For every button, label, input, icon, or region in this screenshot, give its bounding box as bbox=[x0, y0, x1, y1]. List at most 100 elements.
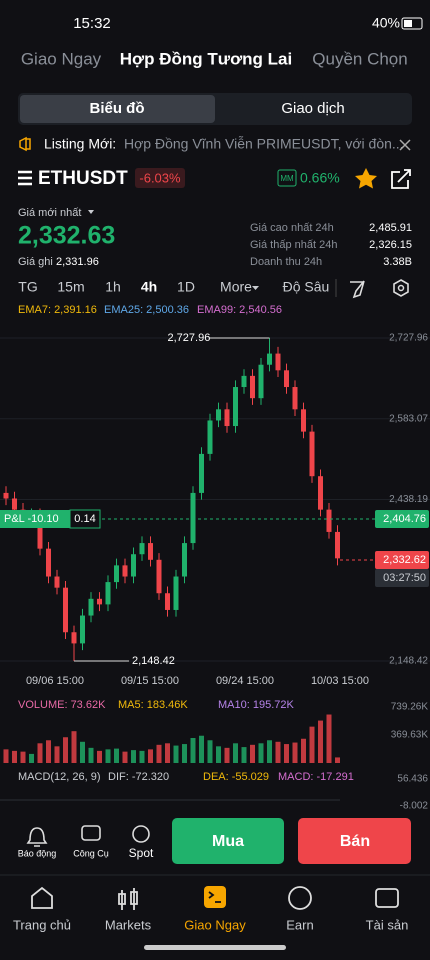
nav-label[interactable]: Trang chủ bbox=[13, 917, 71, 932]
candle-body bbox=[105, 582, 111, 605]
price-label: Giá mới nhất bbox=[18, 207, 81, 219]
home-icon[interactable] bbox=[31, 886, 53, 909]
volume-bar bbox=[190, 738, 196, 763]
symbol[interactable]: ETHUSDT bbox=[38, 168, 128, 189]
spot-icon[interactable] bbox=[132, 825, 150, 843]
interval[interactable]: TG bbox=[18, 279, 37, 295]
volume-bar bbox=[207, 740, 213, 763]
volume-bar bbox=[233, 743, 238, 763]
battery-icon bbox=[401, 17, 423, 30]
trade-icon[interactable] bbox=[204, 886, 226, 908]
nav-label[interactable]: Tài sản bbox=[366, 917, 409, 932]
draw-icon[interactable] bbox=[350, 280, 365, 299]
candle-body bbox=[3, 492, 9, 499]
volume-bar bbox=[267, 740, 272, 763]
nav: Trang chủ Markets Giao Ngay Earn Tài sản bbox=[13, 886, 408, 932]
volume-bar bbox=[284, 744, 289, 763]
close-icon[interactable] bbox=[399, 139, 411, 151]
volume-bar bbox=[309, 726, 315, 763]
qty-box bbox=[69, 509, 101, 529]
sell-label[interactable]: Bán bbox=[340, 833, 370, 850]
stat-value: 3.38B bbox=[383, 256, 412, 268]
nav-label[interactable]: Giao Ngay bbox=[184, 917, 246, 932]
volume-bar bbox=[122, 751, 128, 763]
macd-tick: 56.436 bbox=[397, 774, 428, 785]
candle-body bbox=[275, 353, 281, 371]
buy-label[interactable]: Mua bbox=[212, 833, 244, 850]
settings-dot bbox=[397, 284, 405, 292]
interval[interactable]: 1D bbox=[177, 279, 195, 295]
volume-bar bbox=[224, 747, 230, 763]
volume-bar bbox=[241, 747, 247, 763]
markets-icon[interactable] bbox=[118, 888, 138, 910]
earn-icon[interactable] bbox=[288, 886, 312, 910]
nav-label[interactable]: Earn bbox=[286, 917, 313, 932]
entry: 2,404.76 bbox=[383, 513, 426, 525]
sell-button[interactable] bbox=[298, 818, 411, 864]
candle-body bbox=[148, 543, 153, 560]
candle-body bbox=[131, 554, 136, 577]
nav-label[interactable]: Markets bbox=[105, 917, 152, 932]
tab[interactable]: Quyền Chọn bbox=[312, 49, 407, 68]
stat-label: Giá cao nhất 24h bbox=[250, 222, 334, 234]
interval[interactable]: 15m bbox=[57, 279, 84, 295]
assets-icon[interactable] bbox=[375, 888, 399, 908]
interval[interactable]: More bbox=[220, 279, 252, 295]
mark-label: Giá ghi bbox=[18, 256, 53, 268]
candle-body bbox=[233, 387, 238, 427]
mm-value: 0.66% bbox=[300, 170, 340, 186]
countdown-tag bbox=[375, 569, 429, 587]
settings-icon[interactable] bbox=[393, 279, 409, 297]
segment-active[interactable] bbox=[20, 95, 215, 123]
interval[interactable]: Độ Sâu bbox=[283, 279, 330, 295]
volume-bar bbox=[105, 749, 111, 763]
stat-value: 2,326.15 bbox=[369, 239, 412, 251]
tab[interactable]: Giao Ngay bbox=[21, 49, 102, 68]
star[interactable] bbox=[355, 168, 377, 189]
segment[interactable]: Giao dịch bbox=[281, 100, 344, 117]
macd-legend: MACD: -17.291 bbox=[278, 771, 354, 783]
tool-label[interactable]: Công Cụ bbox=[73, 848, 109, 858]
mm-badge bbox=[277, 169, 297, 187]
volume-legend: MA5: 183.46K bbox=[118, 699, 188, 711]
candle-body bbox=[292, 387, 298, 410]
interval[interactable]: 1h bbox=[105, 279, 121, 295]
mark-price: 2,331.96 bbox=[56, 256, 99, 268]
tool-label[interactable]: Spot bbox=[129, 846, 154, 860]
pnl: P&L -10.10 bbox=[4, 513, 59, 525]
volume-bar bbox=[258, 743, 264, 763]
share[interactable] bbox=[391, 169, 411, 189]
alarm-icon[interactable] bbox=[26, 827, 48, 847]
change-badge bbox=[135, 168, 185, 188]
tab-active[interactable]: Hợp Đồng Tương Lai bbox=[120, 49, 292, 68]
volume-bar bbox=[139, 750, 145, 763]
interval[interactable]: 4h bbox=[141, 279, 157, 295]
volume-tick: 369.63K bbox=[391, 730, 429, 741]
segment[interactable]: Biểu đồ bbox=[90, 100, 145, 117]
volume-tick: 739.26K bbox=[391, 702, 429, 713]
macd-legend: MACD(12, 26, 9) bbox=[18, 771, 101, 783]
macd-legend: DEA: -55.029 bbox=[203, 771, 269, 783]
candle-body bbox=[182, 543, 187, 577]
volume-bar bbox=[46, 740, 51, 763]
candle-body bbox=[318, 476, 323, 510]
battery-level bbox=[404, 20, 412, 27]
candle-body bbox=[250, 375, 255, 399]
chart: 2,727.96 2,583.07 2,438.19 2,148.42 09/06 15… bbox=[0, 332, 430, 812]
candle-body bbox=[224, 409, 230, 427]
x-tick-label: 09/06 15:00 bbox=[26, 675, 84, 687]
notice-text[interactable]: Hợp Đồng Vĩnh Viễn PRIMEUSDT, với đòn... bbox=[124, 136, 404, 152]
volume-legend: VOLUME: 73.62K bbox=[18, 699, 106, 711]
buy-button[interactable] bbox=[172, 818, 284, 864]
volume-bar bbox=[71, 731, 77, 763]
x-tick-label: 09/15 15:00 bbox=[121, 675, 179, 687]
candle-body bbox=[190, 492, 196, 544]
candle-body bbox=[80, 615, 85, 644]
y-tick-label: 2,727.96 bbox=[389, 333, 428, 344]
tools-icon[interactable] bbox=[81, 825, 101, 841]
candle-body bbox=[88, 598, 94, 616]
tool-label[interactable]: Báo động bbox=[18, 848, 57, 858]
stats: Giá cao nhất 24h 2,485.91 Giá thấp nhất 24… bbox=[250, 222, 412, 268]
macd-legend: DIF: -72.320 bbox=[108, 771, 169, 783]
stat-label: Giá thấp nhất 24h bbox=[250, 239, 337, 251]
